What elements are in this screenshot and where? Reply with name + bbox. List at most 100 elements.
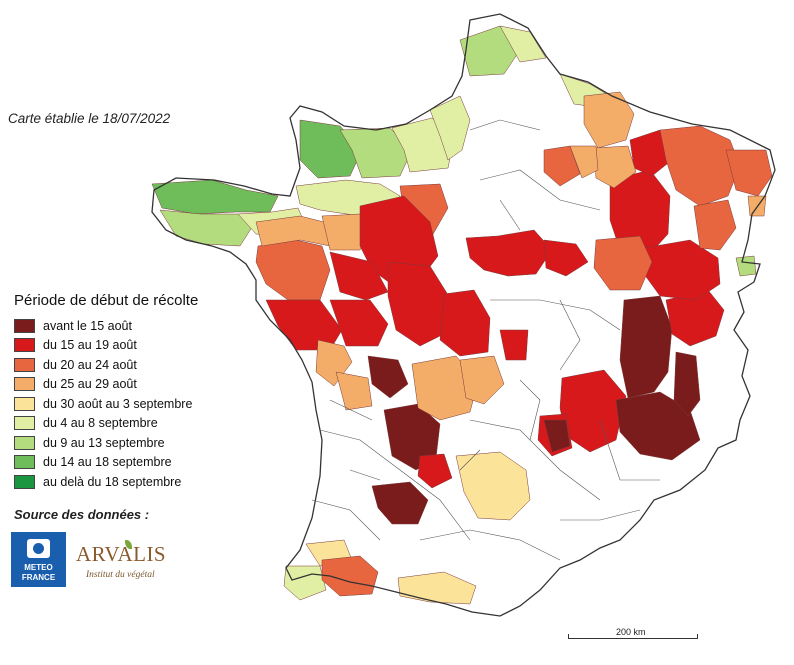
legend-label: du 20 au 24 août bbox=[43, 357, 137, 372]
harvest-zone bbox=[321, 555, 379, 597]
legend-label: du 15 au 19 août bbox=[43, 338, 137, 353]
harvest-zone bbox=[735, 255, 757, 277]
department-border bbox=[311, 499, 381, 541]
legend-swatch bbox=[14, 338, 35, 353]
department-border bbox=[599, 419, 660, 481]
harvest-zone bbox=[693, 199, 737, 251]
harvest-zone bbox=[329, 299, 389, 347]
harvest-zone bbox=[499, 25, 547, 63]
legend-label: du 25 au 29 août bbox=[43, 377, 137, 392]
legend-label: au delà du 18 septembre bbox=[43, 474, 182, 489]
department-border bbox=[499, 199, 521, 231]
arvalis-logo: ARVALIS Institut du végétal bbox=[76, 540, 168, 590]
map-date-label: Carte établie le 18/07/2022 bbox=[8, 111, 171, 126]
france-outline bbox=[151, 13, 776, 617]
harvest-zone bbox=[411, 355, 479, 421]
meteo-france-emblem-icon bbox=[27, 539, 50, 558]
scale-bar bbox=[568, 634, 698, 639]
harvest-zones bbox=[151, 25, 773, 605]
department-border bbox=[560, 509, 641, 521]
harvest-zone bbox=[329, 251, 389, 301]
legend-item: du 15 au 19 août bbox=[14, 336, 192, 356]
legend-item: du 20 au 24 août bbox=[14, 355, 192, 375]
harvest-zone bbox=[673, 351, 701, 417]
harvest-zone bbox=[459, 355, 505, 405]
harvest-zone bbox=[387, 261, 451, 347]
harvest-zone bbox=[569, 145, 599, 179]
scale-tick-left bbox=[568, 634, 569, 639]
meteo-france-text-line2: FRANCE bbox=[21, 573, 56, 582]
harvest-zone bbox=[339, 127, 413, 179]
harvest-zone bbox=[583, 91, 635, 149]
department-border bbox=[490, 299, 621, 331]
department-border bbox=[469, 119, 541, 131]
harvest-zone bbox=[499, 329, 529, 361]
harvest-zone bbox=[643, 239, 721, 301]
harvest-zone bbox=[417, 453, 453, 489]
legend-swatch bbox=[14, 455, 35, 470]
harvest-zone bbox=[283, 565, 327, 601]
harvest-zone bbox=[725, 149, 773, 197]
arvalis-leaf-icon bbox=[125, 540, 132, 549]
legend-label: du 9 au 13 septembre bbox=[43, 435, 165, 450]
legend-swatch bbox=[14, 396, 35, 411]
source-label: Source des données : bbox=[14, 507, 150, 522]
harvest-zone bbox=[455, 451, 531, 521]
arvalis-name: ARVALIS bbox=[76, 542, 167, 566]
legend-label: du 14 au 18 septembre bbox=[43, 455, 172, 470]
harvest-zone bbox=[255, 239, 331, 301]
meteo-france-text-line1: METEO bbox=[24, 563, 53, 572]
harvest-zone bbox=[459, 25, 521, 77]
legend-swatch bbox=[14, 435, 35, 450]
scale-label: 200 km bbox=[616, 627, 646, 637]
harvest-zone bbox=[151, 179, 279, 215]
harvest-zone bbox=[397, 571, 477, 605]
harvest-zone bbox=[543, 419, 571, 453]
legend-swatch bbox=[14, 318, 35, 333]
department-border bbox=[419, 529, 561, 561]
harvest-zone bbox=[615, 391, 701, 461]
department-border bbox=[459, 449, 481, 471]
arvalis-tagline: Institut du végétal bbox=[86, 570, 155, 580]
harvest-zone bbox=[559, 369, 627, 453]
department-borders bbox=[311, 119, 660, 561]
harvest-zone bbox=[543, 239, 589, 277]
harvest-zone bbox=[335, 371, 373, 411]
legend-swatch bbox=[14, 357, 35, 372]
harvest-zone bbox=[593, 235, 653, 291]
legend-item: avant le 15 août bbox=[14, 316, 192, 336]
harvest-zone bbox=[371, 481, 429, 525]
legend-item: au delà du 18 septembre bbox=[14, 472, 192, 492]
harvest-zone bbox=[543, 145, 581, 187]
department-border bbox=[329, 399, 373, 421]
department-border bbox=[349, 469, 381, 481]
legend-swatch bbox=[14, 377, 35, 392]
legend-item: du 4 au 8 septembre bbox=[14, 414, 192, 434]
legend-swatch bbox=[14, 416, 35, 431]
harvest-zone bbox=[429, 95, 471, 161]
department-border bbox=[479, 169, 601, 211]
legend-item: du 30 août au 3 septembre bbox=[14, 394, 192, 414]
harvest-zone bbox=[265, 299, 343, 351]
harvest-zone bbox=[439, 289, 491, 357]
legend-item: du 14 au 18 septembre bbox=[14, 453, 192, 473]
harvest-zone bbox=[465, 229, 553, 277]
legend-label: avant le 15 août bbox=[43, 318, 132, 333]
department-border bbox=[519, 379, 541, 441]
harvest-zone bbox=[367, 355, 409, 399]
legend-label: du 4 au 8 septembre bbox=[43, 416, 158, 431]
scale-tick-right bbox=[697, 634, 698, 639]
department-border bbox=[319, 429, 471, 541]
harvest-zone bbox=[659, 125, 741, 207]
harvest-zone bbox=[593, 145, 637, 189]
legend-label: du 30 août au 3 septembre bbox=[43, 396, 193, 411]
harvest-zone bbox=[619, 295, 673, 399]
department-border bbox=[469, 419, 601, 501]
legend: avant le 15 août du 15 au 19 août du 20 au… bbox=[14, 316, 192, 492]
legend-swatch bbox=[14, 474, 35, 489]
legend-title: Période de début de récolte bbox=[14, 292, 199, 309]
legend-item: du 25 au 29 août bbox=[14, 375, 192, 395]
meteo-france-logo: METEO FRANCE bbox=[11, 532, 66, 587]
